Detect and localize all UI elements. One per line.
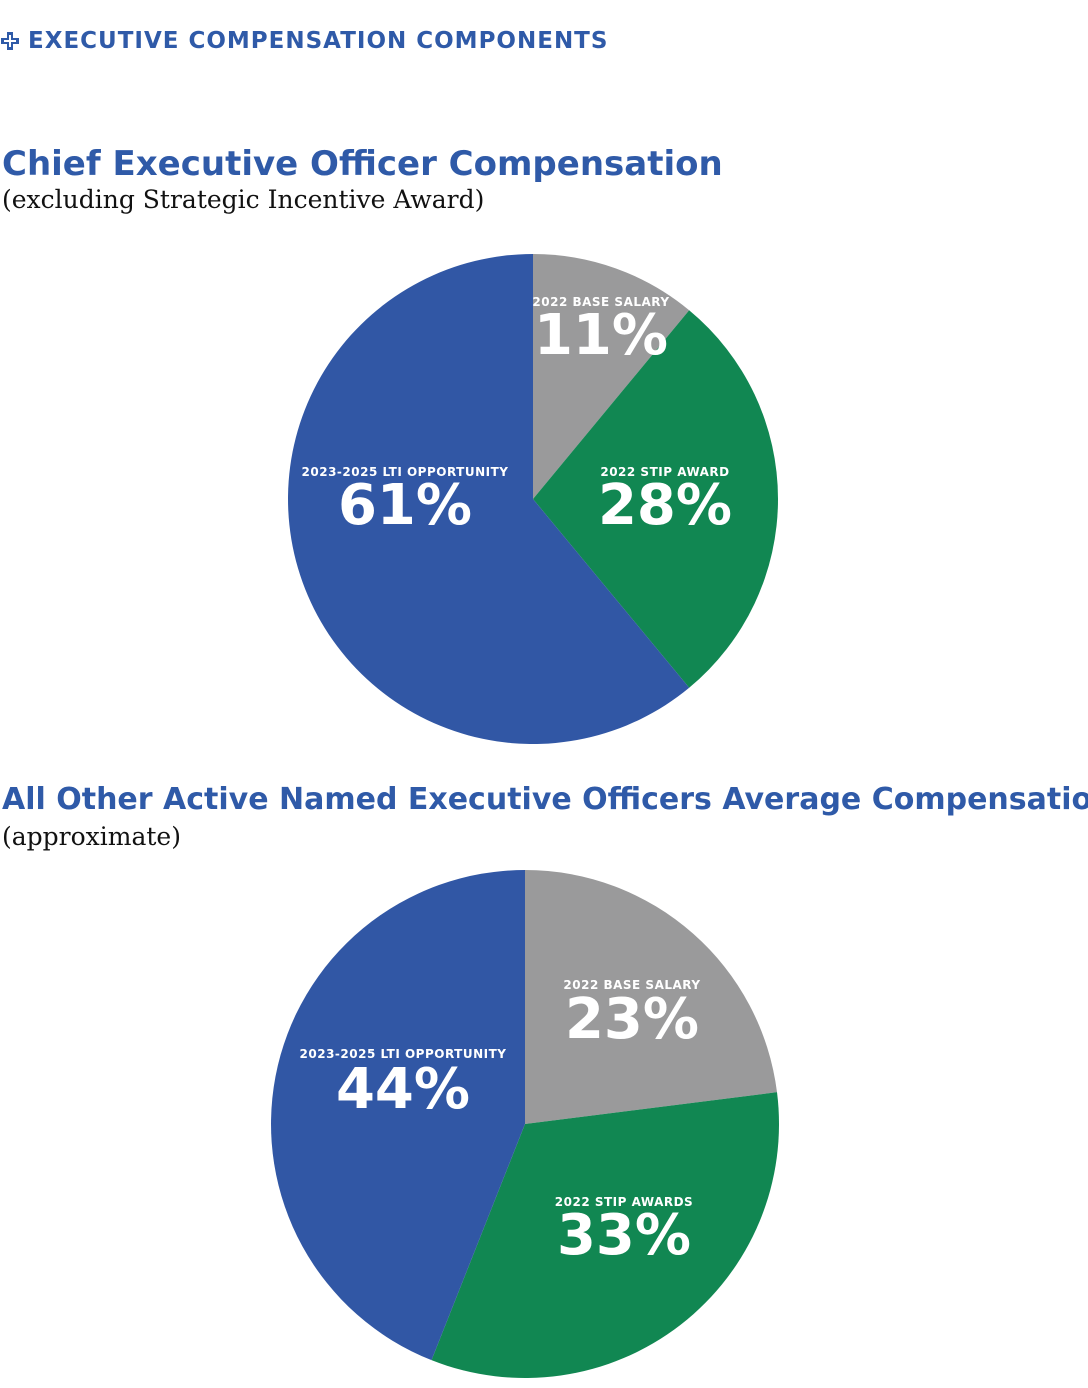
pie-slice [533,254,690,499]
slice-label: 2022 BASE SALARY [563,978,700,992]
section-header: EXECUTIVE COMPENSATION COMPONENTS [0,26,608,56]
slice-value-label: 11% [534,303,668,368]
slice-value-label: 23% [565,987,699,1052]
pie-slice [288,254,690,744]
slice-value-label: 44% [336,1057,470,1122]
slice-label: 2022 STIP AWARDS [555,1195,693,1209]
ceo-chart-title: Chief Executive Officer Compensation [2,144,723,184]
slice-value-label: 28% [598,473,732,538]
slice-label: 2023-2025 LTI OPPORTUNITY [302,465,509,479]
neo-chart-subtitle: (approximate) [2,822,181,851]
slice-value-label: 33% [557,1203,691,1268]
slice-label: 2022 BASE SALARY [532,295,669,309]
pie-slice [525,870,777,1124]
neo-chart-title: All Other Active Named Executive Officer… [2,782,1088,817]
ceo-chart-subtitle: (excluding Strategic Incentive Award) [2,185,485,214]
pie-slice [533,310,779,688]
pie-slice [271,870,525,1361]
cross-icon [1,32,19,50]
slice-label: 2022 STIP AWARD [600,465,729,479]
section-title: EXECUTIVE COMPENSATION COMPONENTS [28,28,609,54]
pie-slice [431,1092,780,1378]
slice-label: 2023-2025 LTI OPPORTUNITY [300,1047,507,1061]
slice-value-label: 61% [338,473,472,538]
